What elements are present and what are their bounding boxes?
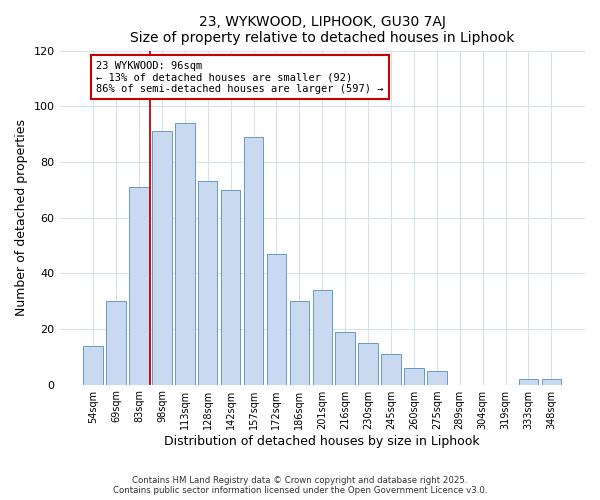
Bar	[290, 301, 309, 384]
X-axis label: Distribution of detached houses by size in Liphook: Distribution of detached houses by size …	[164, 434, 480, 448]
Bar	[244, 137, 263, 384]
Bar	[335, 332, 355, 384]
Bar	[175, 123, 194, 384]
Title: 23, WYKWOOD, LIPHOOK, GU30 7AJ
Size of property relative to detached houses in L: 23, WYKWOOD, LIPHOOK, GU30 7AJ Size of p…	[130, 15, 514, 45]
Bar	[106, 301, 126, 384]
Bar	[427, 370, 446, 384]
Y-axis label: Number of detached properties: Number of detached properties	[15, 119, 28, 316]
Bar	[313, 290, 332, 384]
Bar	[152, 132, 172, 384]
Bar	[381, 354, 401, 384]
Text: Contains HM Land Registry data © Crown copyright and database right 2025.
Contai: Contains HM Land Registry data © Crown c…	[113, 476, 487, 495]
Bar	[542, 379, 561, 384]
Bar	[221, 190, 241, 384]
Bar	[267, 254, 286, 384]
Bar	[358, 343, 378, 384]
Bar	[519, 379, 538, 384]
Bar	[404, 368, 424, 384]
Bar	[198, 182, 217, 384]
Text: 23 WYKWOOD: 96sqm
← 13% of detached houses are smaller (92)
86% of semi-detached: 23 WYKWOOD: 96sqm ← 13% of detached hous…	[97, 60, 384, 94]
Bar	[129, 187, 149, 384]
Bar	[83, 346, 103, 385]
